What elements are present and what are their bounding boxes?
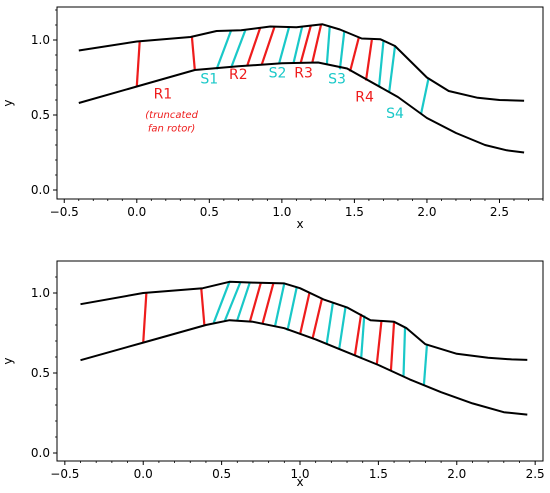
rotor-stage-label: R4 xyxy=(355,90,374,106)
stator-blade xyxy=(377,41,385,87)
y-tick-label: 0.5 xyxy=(31,108,50,122)
rotor-blade xyxy=(135,41,141,87)
x-tick-label: −0.5 xyxy=(50,205,79,219)
stator-blade xyxy=(388,45,397,92)
rotor-stage-label: R3 xyxy=(294,66,313,82)
x-tick-label: 1.5 xyxy=(345,205,364,219)
stator-blade xyxy=(273,283,286,327)
panel-top: −0.5 0.0 0.5 1.0 1.5 2.0 2.50.00.51.0xyR1(trun… xyxy=(1,6,544,231)
x-axis-label: x xyxy=(296,475,303,489)
rotor-blade xyxy=(311,24,323,63)
stator-blade xyxy=(215,30,233,70)
rotor-note-label: (truncated xyxy=(145,110,198,121)
stator-stage-label: S3 xyxy=(328,72,346,88)
stator-blade xyxy=(223,281,242,322)
stator-blade xyxy=(338,31,346,70)
y-tick-label: 0.0 xyxy=(31,183,50,197)
x-tick-label: 2.5 xyxy=(526,467,545,481)
stator-blade xyxy=(325,302,335,345)
rotor-blade xyxy=(200,288,206,326)
casing-wall-line xyxy=(80,280,528,361)
x-tick-label: 2.5 xyxy=(490,205,509,219)
rotor-blade xyxy=(353,313,363,356)
rotor-blade xyxy=(260,26,276,66)
rotor-blade xyxy=(261,283,275,325)
stator-stage-label: S1 xyxy=(200,72,218,88)
y-tick-label: 1.0 xyxy=(31,33,50,47)
plot-frame xyxy=(56,6,544,200)
rotor-blade xyxy=(348,37,360,72)
stator-blade xyxy=(402,327,407,378)
x-tick-label: 1.0 xyxy=(290,467,309,481)
rotor-note-label: fan rotor) xyxy=(148,124,195,135)
stator-blade xyxy=(212,281,231,323)
stator-stage-label: S2 xyxy=(269,66,287,82)
rotor-blade xyxy=(375,320,383,365)
x-tick-label: 0.0 xyxy=(127,205,146,219)
stator-blade xyxy=(286,286,298,331)
y-tick-label: 0.0 xyxy=(31,446,50,460)
x-axis-label: x xyxy=(296,217,303,231)
stator-blade xyxy=(325,26,331,65)
rotor-blade xyxy=(389,321,396,371)
x-tick-label: 0.5 xyxy=(212,467,231,481)
x-tick-label: 2.0 xyxy=(447,467,466,481)
stator-blade xyxy=(422,344,429,386)
rotor-blade xyxy=(142,292,148,343)
stator-blade xyxy=(277,26,291,65)
rotor-blade xyxy=(364,39,373,81)
x-tick-label: 2.0 xyxy=(417,205,436,219)
stator-blade xyxy=(420,78,430,114)
rotor-blade xyxy=(248,282,262,323)
rotor-blade xyxy=(299,25,312,64)
rotor-blade xyxy=(298,292,311,335)
rotor-stage-label: R1 xyxy=(154,87,173,103)
x-tick-label: −0.5 xyxy=(50,467,79,481)
x-tick-label: 1.0 xyxy=(272,205,291,219)
stator-blade xyxy=(338,307,347,350)
stator-blade xyxy=(236,282,251,321)
hub-wall-line xyxy=(80,319,528,416)
y-axis-label: y xyxy=(1,357,15,364)
rotor-blade xyxy=(311,298,324,339)
panel-bottom: −0.5 0.0 0.5 1.0 1.5 2.0 2.50.00.51.0xy xyxy=(1,260,545,489)
hub-wall-line xyxy=(78,61,525,154)
y-tick-label: 0.5 xyxy=(31,366,50,380)
x-tick-label: 0.0 xyxy=(134,467,153,481)
stator-blade xyxy=(292,26,304,64)
rotor-blade xyxy=(246,27,262,67)
x-tick-label: 0.5 xyxy=(200,205,219,219)
stator-stage-label: S4 xyxy=(386,106,404,122)
rotor-blade xyxy=(190,36,196,71)
y-axis-label: y xyxy=(1,99,15,106)
rotor-stage-label: R2 xyxy=(229,67,248,83)
plot-frame xyxy=(56,260,544,462)
x-tick-label: 1.5 xyxy=(369,467,388,481)
stator-blade xyxy=(230,29,247,69)
y-tick-label: 1.0 xyxy=(31,286,50,300)
casing-wall-line xyxy=(78,23,525,102)
stator-blade xyxy=(360,315,366,359)
